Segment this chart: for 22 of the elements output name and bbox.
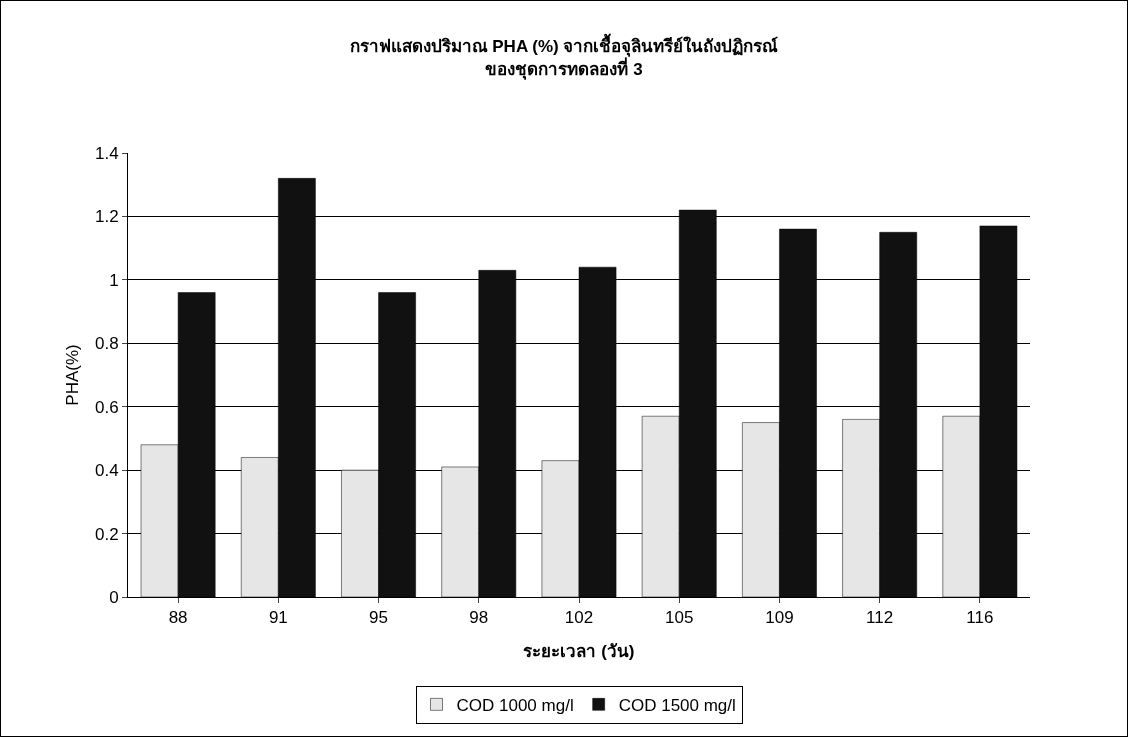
y-tick-label: 1.2 — [94, 207, 119, 227]
x-tick-label: 102 — [564, 608, 594, 628]
y-tick-label: 0 — [109, 587, 119, 607]
legend-label: COD 1000 mg/l — [456, 695, 574, 715]
chart-title: กราฟแสดงปริมาณ PHA (%) จากเชื้อจุลินทรีย์ในถังปฏิกรณ์ ของชุดการทดลองที่ 3 — [349, 33, 779, 80]
y-tick-label: 0.2 — [94, 524, 119, 544]
x-tick-label: 112 — [866, 608, 894, 628]
x-tick-label: 98 — [469, 608, 489, 628]
x-tick-label: 88 — [168, 608, 188, 628]
legend-label: COD 1500 mg/l — [618, 695, 736, 715]
y-tick-label: 0.6 — [94, 397, 119, 417]
x-tick-label: 116 — [966, 608, 994, 628]
y-tick-label: 0.8 — [94, 334, 119, 354]
y-tick-label: 1 — [109, 270, 119, 290]
y-axis-title: PHA(%) — [62, 344, 82, 406]
y-tick-label: 0.4 — [94, 461, 119, 481]
x-axis-title: ระยะเวลา (วัน) — [523, 641, 635, 661]
x-tick-label: 109 — [765, 608, 794, 628]
x-tick-label: 91 — [268, 608, 288, 628]
y-tick-label: 1.4 — [94, 143, 119, 163]
x-tick-label: 105 — [665, 608, 694, 628]
x-tick-label: 95 — [369, 608, 389, 628]
